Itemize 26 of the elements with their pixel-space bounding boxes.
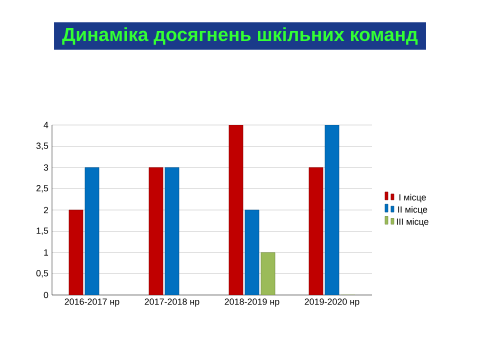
legend-label: III місце [396, 218, 428, 227]
y-tick-label: 2,5 [36, 185, 48, 192]
bar [244, 210, 260, 295]
bar [228, 125, 244, 295]
bar [84, 167, 100, 295]
legend-label: I місце [399, 194, 426, 202]
y-tick-label: 4 [44, 122, 48, 128]
x-tick-label: 2019-2020 нр [304, 298, 360, 307]
bar [260, 252, 276, 295]
x-tick-label: 2018-2019 нр [224, 298, 280, 307]
chart-title: Динаміка досягнень шкільних команд [62, 27, 418, 45]
x-tick-label: 2016-2017 нр [64, 298, 120, 307]
legend-label: II місце [398, 206, 428, 214]
x-tick-label: 2017-2018 нр [144, 298, 200, 307]
bar [324, 125, 340, 295]
bar [164, 167, 180, 295]
bar [68, 210, 84, 295]
y-tick-label: 1 [44, 249, 48, 256]
y-tick-label: 3,5 [36, 142, 48, 150]
bar [308, 167, 324, 295]
y-tick-label: 0 [44, 292, 48, 298]
y-tick-label: 1,5 [36, 228, 48, 235]
y-tick-label: 0,5 [36, 270, 48, 278]
bar [148, 167, 164, 295]
y-tick-label: 2 [44, 206, 48, 214]
y-tick-label: 3 [44, 164, 48, 171]
